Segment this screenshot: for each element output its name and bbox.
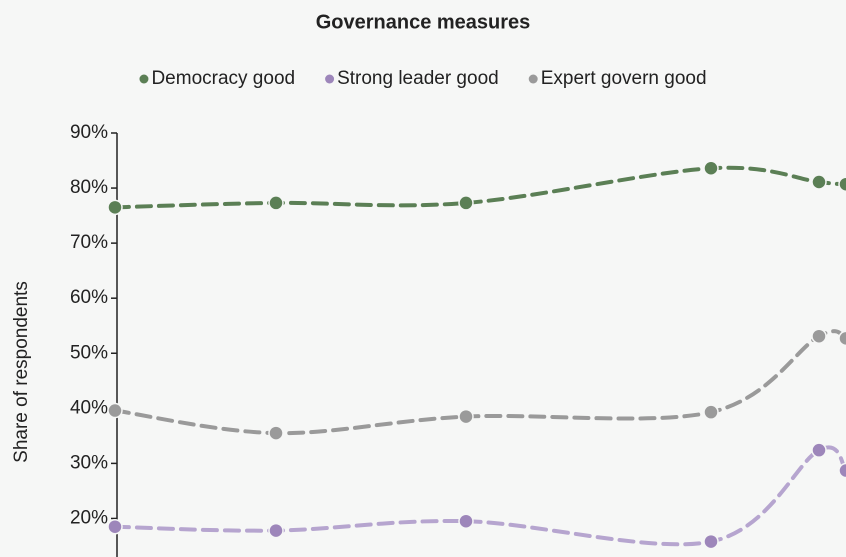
data-point [107,402,123,419]
series-line [113,329,846,436]
y-axis-label: Share of respondents [11,281,32,463]
data-point [703,160,719,176]
y-tick-label: 50% [70,342,108,363]
legend-label: Strong leader good [337,68,499,89]
data-point [811,328,827,344]
legend-marker [139,74,149,84]
data-point [268,425,284,441]
series-line [113,165,846,210]
legend-label: Democracy good [151,68,295,89]
data-point [838,462,846,479]
legend-marker [325,74,335,84]
data-point [838,330,846,347]
chart-title: Governance measures [316,11,531,33]
legend-label: Expert govern good [541,68,707,89]
data-point [703,533,719,550]
y-tick-label: 70% [70,232,108,253]
data-point [838,176,846,192]
data-point [458,195,474,211]
data-point [268,195,284,211]
y-tick-label: 90% [70,122,108,143]
data-point [811,174,827,190]
y-tick-label: 80% [70,177,108,198]
series-line [113,445,846,547]
data-point [811,442,827,458]
data-point [458,513,474,529]
y-tick-label: 40% [70,397,108,418]
y-tick-label: 60% [70,287,108,308]
data-point [703,404,719,420]
y-tick-label: 20% [70,507,108,528]
y-tick-label: 30% [70,452,108,473]
data-point [107,199,123,216]
legend-marker [528,74,538,84]
legend: Democracy good Strong leader good Expert g… [139,68,707,89]
data-point [458,408,474,425]
data-point [107,518,123,535]
data-point [268,522,284,539]
